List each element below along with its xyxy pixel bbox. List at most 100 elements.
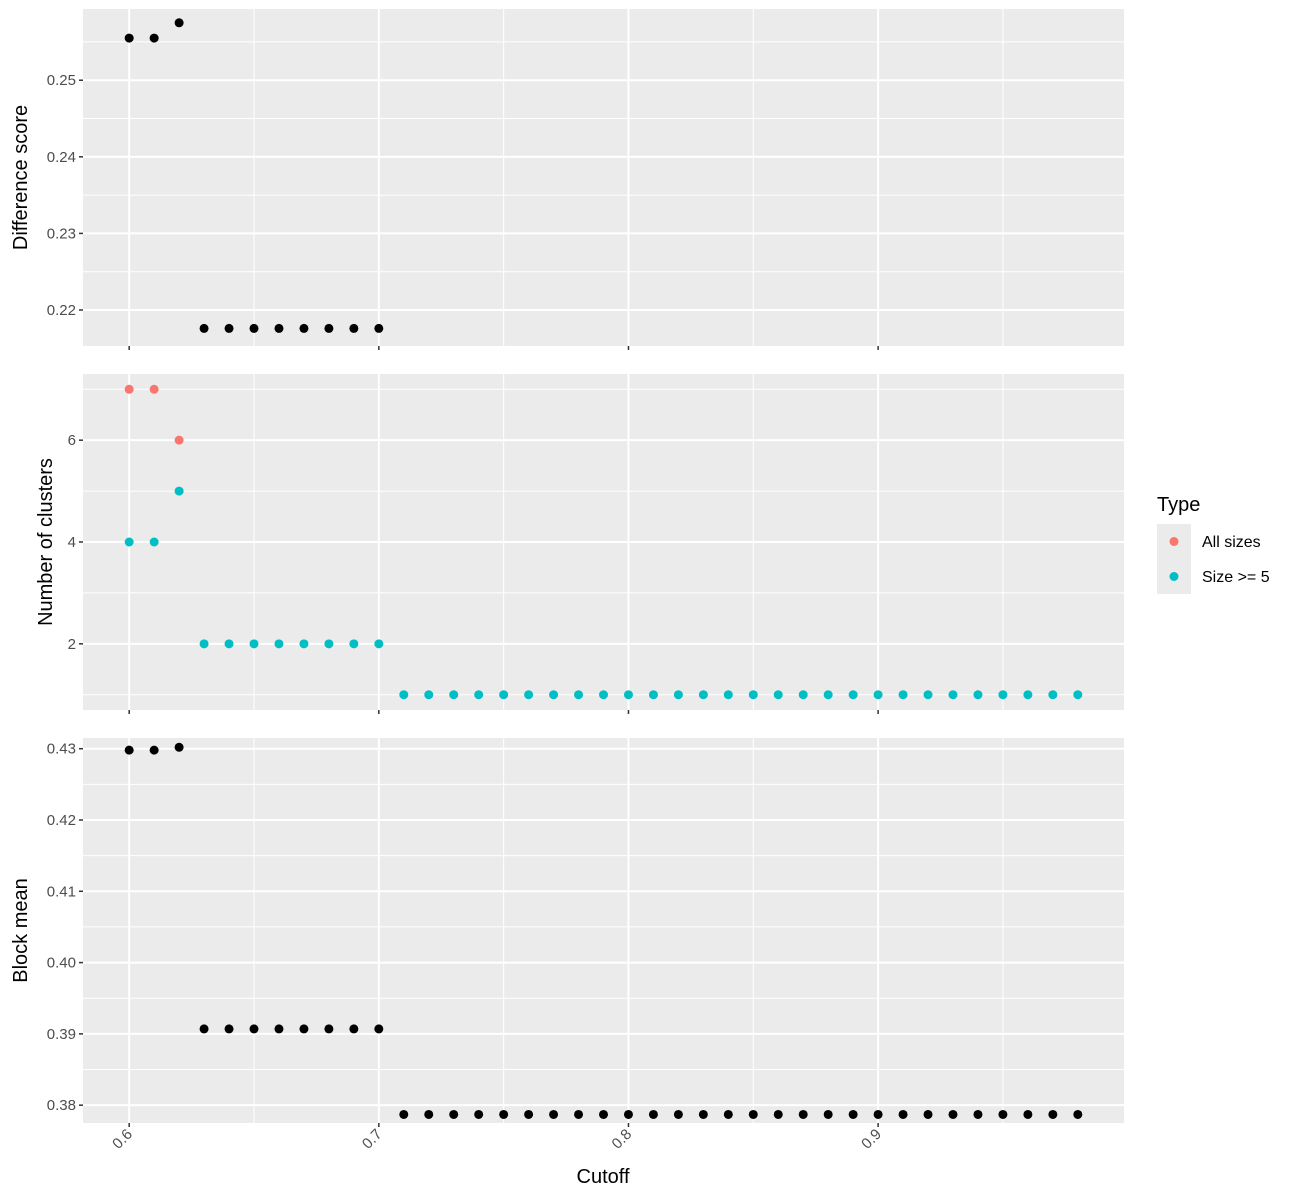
data-point: [673, 690, 683, 700]
data-point: [923, 1109, 933, 1119]
y-tick-label: 4: [68, 534, 76, 551]
data-point: [499, 690, 509, 700]
series-1: [124, 18, 384, 333]
x-axis-title: Cutoff: [577, 1166, 630, 1188]
y-tick-label: 0.43: [47, 741, 76, 758]
legend-entry-1: All sizes: [1157, 524, 1261, 559]
data-point: [124, 537, 134, 547]
data-point: [149, 33, 159, 43]
data-point: [1073, 690, 1083, 700]
data-point: [1023, 1109, 1033, 1119]
series-1: [124, 384, 184, 445]
data-point: [199, 639, 209, 649]
data-point: [773, 1109, 783, 1119]
data-point: [549, 690, 559, 700]
panel-2: 2 4 6 Number of clusters: [35, 374, 1124, 714]
data-point: [449, 690, 459, 700]
data-point: [249, 1024, 259, 1034]
y-tick-label: 0.41: [47, 883, 76, 900]
data-point: [399, 1109, 409, 1119]
y-tick-label: 0.25: [47, 72, 76, 89]
data-point: [174, 435, 184, 445]
data-point: [599, 1109, 608, 1119]
data-point: [574, 1109, 584, 1119]
data-point: [524, 690, 534, 700]
data-point: [873, 690, 883, 700]
data-point: [174, 486, 184, 496]
y-tick-label: 0.39: [47, 1026, 76, 1043]
x-tick-label: 0.6: [109, 1126, 136, 1153]
data-point: [973, 690, 983, 700]
data-point: [798, 1109, 808, 1119]
data-point: [224, 1024, 234, 1034]
data-point: [274, 639, 284, 649]
data-point: [823, 1109, 833, 1119]
data-point: [623, 1109, 633, 1119]
data-point: [898, 1109, 908, 1119]
y-tick-label: 0.22: [47, 302, 76, 319]
data-point: [249, 639, 259, 649]
data-point: [249, 323, 259, 333]
y-axis-title: Difference score: [10, 105, 32, 250]
legend-title: Type: [1157, 494, 1200, 516]
y-axis-title: Number of clusters: [35, 458, 57, 626]
data-point: [898, 690, 908, 700]
data-point: [274, 1024, 284, 1034]
y-tick-label: 0.24: [47, 149, 76, 166]
data-point: [124, 33, 134, 43]
data-point: [723, 1109, 733, 1119]
data-point: [698, 690, 708, 700]
data-point: [499, 1109, 509, 1119]
series-1: [124, 742, 1083, 1119]
data-point: [374, 639, 384, 649]
data-point: [524, 1109, 534, 1119]
legend: Type All sizes Size >= 5: [1157, 494, 1270, 594]
panels-layer: 0.22 0.23 0.24 0.25 Difference score 2 4 6 Numbe…: [10, 9, 1124, 1153]
x-tick-label: 0.9: [858, 1126, 885, 1153]
data-point: [623, 690, 633, 700]
data-point: [224, 639, 234, 649]
data-point: [998, 1109, 1008, 1119]
data-point: [399, 690, 409, 700]
data-point: [299, 323, 309, 333]
panel-1: 0.22 0.23 0.24 0.25 Difference score: [10, 9, 1124, 350]
y-axis-title: Block mean: [10, 878, 32, 983]
data-point: [748, 1109, 758, 1119]
data-point: [848, 1109, 858, 1119]
data-point: [1048, 1109, 1058, 1119]
data-point: [748, 690, 758, 700]
data-point: [174, 18, 184, 28]
data-point: [998, 690, 1008, 700]
data-point: [1073, 1109, 1083, 1119]
data-point: [698, 1109, 708, 1119]
data-point: [574, 690, 584, 700]
data-point: [1023, 690, 1033, 700]
data-point: [948, 690, 958, 700]
data-point: [199, 323, 209, 333]
data-point: [599, 690, 608, 700]
data-point: [149, 745, 159, 755]
data-point: [474, 690, 484, 700]
legend-label: All sizes: [1202, 534, 1261, 551]
y-tick-label: 0.40: [47, 955, 76, 972]
data-point: [149, 384, 159, 394]
data-point: [324, 639, 334, 649]
data-point: [149, 537, 159, 547]
data-point: [124, 384, 134, 394]
data-point: [648, 1109, 658, 1119]
data-point: [349, 323, 359, 333]
y-tick-label: 6: [68, 432, 76, 449]
data-point: [823, 690, 833, 700]
data-point: [648, 690, 658, 700]
data-point: [923, 690, 933, 700]
data-point: [174, 742, 184, 752]
legend-entry-2: Size >= 5: [1157, 559, 1270, 594]
series-2: [124, 486, 1083, 700]
panel-background: [83, 738, 1124, 1123]
legend-label: Size >= 5: [1202, 569, 1270, 586]
data-point: [1048, 690, 1058, 700]
data-point: [474, 1109, 484, 1119]
x-tick-label: 0.7: [359, 1126, 386, 1153]
data-point: [374, 323, 384, 333]
legend-entries: All sizes Size >= 5: [1157, 524, 1270, 594]
